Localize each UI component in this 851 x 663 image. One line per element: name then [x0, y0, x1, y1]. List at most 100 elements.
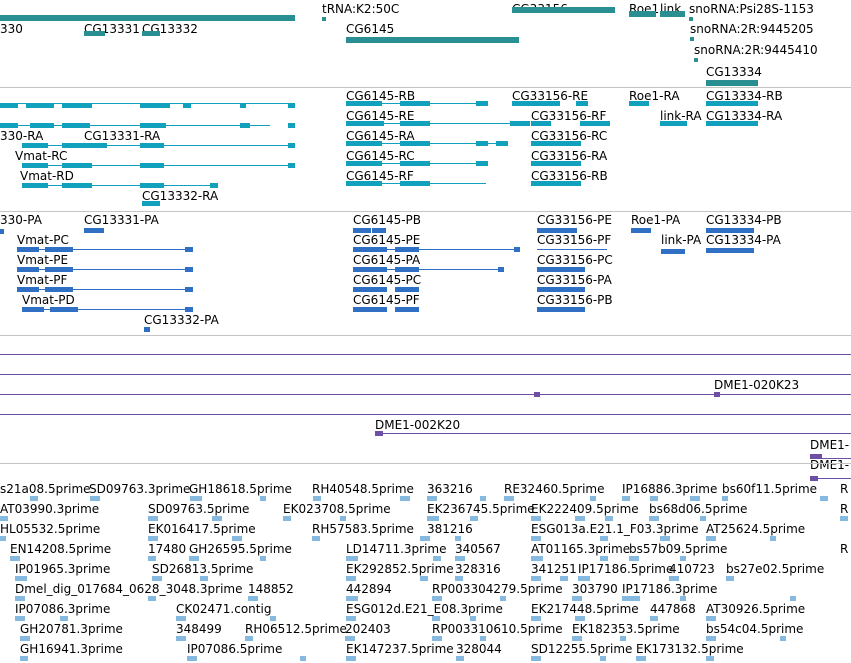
est-feature[interactable]	[600, 656, 606, 661]
est-feature[interactable]	[480, 496, 486, 501]
gene-feature[interactable]	[346, 37, 519, 43]
est-feature[interactable]	[346, 556, 358, 561]
est-feature[interactable]	[840, 516, 848, 521]
est-label[interactable]: 303790	[572, 582, 618, 596]
polypeptide-exon[interactable]	[537, 267, 585, 272]
est-feature[interactable]	[283, 516, 291, 521]
est-label[interactable]: SD26813.5prime	[152, 562, 254, 576]
polypeptide-label[interactable]: CG33156-PE	[537, 213, 612, 227]
est-feature[interactable]	[500, 596, 506, 601]
polypeptide-exon[interactable]	[537, 228, 577, 233]
est-label[interactable]: IP01965.3prime	[15, 562, 111, 576]
transcript-exon[interactable]	[346, 101, 382, 106]
est-feature[interactable]	[190, 496, 202, 501]
est-feature[interactable]	[176, 616, 186, 621]
polypeptide-label[interactable]: CG13334-PB	[706, 213, 782, 227]
transcript-exon[interactable]	[30, 123, 54, 128]
transcript-exon[interactable]	[22, 143, 48, 148]
est-feature[interactable]	[578, 576, 590, 581]
bac-label[interactable]: DME1-002K20	[375, 418, 461, 432]
est-feature[interactable]	[433, 556, 441, 561]
est-feature[interactable]	[600, 556, 608, 561]
est-label[interactable]: s21a08.5prime	[0, 482, 91, 496]
est-feature[interactable]	[620, 636, 626, 641]
polypeptide-exon[interactable]	[706, 228, 754, 233]
transcript-exon[interactable]	[346, 141, 382, 146]
est-label[interactable]: EK023708.5prime	[283, 502, 391, 516]
est-label[interactable]: SD12255.5prime	[531, 642, 633, 656]
polypeptide-exon[interactable]	[185, 287, 193, 292]
est-feature[interactable]	[427, 496, 437, 501]
transcript-exon[interactable]	[140, 183, 164, 188]
est-feature[interactable]	[270, 616, 276, 621]
est-feature[interactable]	[470, 516, 478, 521]
transcript-label[interactable]: CG13334-RA	[706, 109, 783, 123]
est-feature[interactable]	[650, 616, 658, 621]
est-label[interactable]: SD09763.3prime	[89, 482, 191, 496]
polypeptide-label[interactable]: CG6145-PC	[353, 273, 422, 287]
transcript-exon[interactable]	[476, 141, 488, 146]
est-label[interactable]: EK222409.5prime	[531, 502, 639, 516]
polypeptide-label[interactable]: Vmat-PF	[17, 273, 68, 287]
est-feature[interactable]	[629, 556, 639, 561]
polypeptide-exon[interactable]	[353, 228, 371, 233]
est-feature[interactable]	[90, 496, 100, 501]
polypeptide-label[interactable]: CG13332-PA	[144, 313, 219, 327]
gene-feature[interactable]	[84, 31, 105, 36]
est-feature[interactable]	[15, 596, 25, 601]
transcript-exon[interactable]	[140, 143, 164, 148]
est-feature[interactable]	[622, 596, 640, 601]
bac-end[interactable]	[375, 431, 383, 436]
polypeptide-exon[interactable]	[395, 267, 419, 272]
transcript-exon[interactable]	[531, 121, 551, 126]
est-label[interactable]: 328044	[456, 642, 502, 656]
transcript-label[interactable]: Vmat-RC	[15, 149, 68, 163]
polypeptide-exon[interactable]	[17, 267, 39, 272]
est-feature[interactable]	[15, 576, 27, 581]
est-label[interactable]: GH16941.3prime	[20, 642, 123, 656]
polypeptide-exon[interactable]	[185, 247, 193, 252]
est-label[interactable]: Dmel_dig_017684_0628_3048.3prime	[15, 582, 243, 596]
transcript-exon[interactable]	[62, 163, 92, 168]
est-label[interactable]: R	[840, 482, 849, 496]
bac-end[interactable]	[810, 454, 822, 459]
gene-marker[interactable]	[322, 17, 326, 21]
est-label[interactable]: EK016417.5prime	[148, 522, 256, 536]
polypeptide-exon[interactable]	[185, 267, 193, 272]
polypeptide-intron[interactable]	[17, 269, 192, 270]
est-label[interactable]: RE32460.5prime	[504, 482, 605, 496]
gene-feature[interactable]	[0, 15, 295, 21]
est-label[interactable]: ESG013a.E21.1_F03.3prime	[531, 522, 699, 536]
transcript-exon[interactable]	[210, 183, 218, 188]
est-feature[interactable]	[400, 496, 410, 501]
est-label[interactable]: EK147237.5prime	[346, 642, 454, 656]
est-feature[interactable]	[669, 576, 679, 581]
est-feature[interactable]	[820, 496, 828, 501]
transcript-exon[interactable]	[400, 181, 430, 186]
est-feature[interactable]	[456, 656, 464, 661]
est-feature[interactable]	[480, 636, 486, 641]
est-label[interactable]: 340567	[455, 542, 501, 556]
est-feature[interactable]	[770, 536, 776, 541]
transcript-label[interactable]: 330-RA	[0, 129, 44, 143]
polypeptide-exon[interactable]	[45, 267, 73, 272]
transcript-label[interactable]: CG13334-RB	[706, 89, 783, 103]
transcript-exon[interactable]	[142, 201, 160, 206]
polypeptide-exon[interactable]	[84, 228, 104, 233]
polypeptide-exon[interactable]	[144, 327, 150, 332]
est-label[interactable]: GH26595.5prime	[189, 542, 292, 556]
transcript-intron[interactable]	[0, 125, 270, 126]
transcript-exon[interactable]	[629, 101, 649, 106]
est-feature[interactable]	[340, 516, 346, 521]
polypeptide-exon[interactable]	[353, 307, 387, 312]
bac-line[interactable]	[810, 458, 851, 459]
polypeptide-exon[interactable]	[45, 247, 73, 252]
est-label[interactable]: 328316	[455, 562, 501, 576]
polypeptide-exon[interactable]	[537, 307, 585, 312]
bac-end[interactable]	[534, 392, 540, 397]
est-label[interactable]: EK236745.5prime	[427, 502, 535, 516]
transcript-label[interactable]: CG33156-RB	[531, 169, 608, 183]
est-label[interactable]: 363216	[427, 482, 473, 496]
transcript-label[interactable]: CG6145-RC	[346, 149, 415, 163]
est-label[interactable]: IP17186.3prime	[622, 582, 718, 596]
